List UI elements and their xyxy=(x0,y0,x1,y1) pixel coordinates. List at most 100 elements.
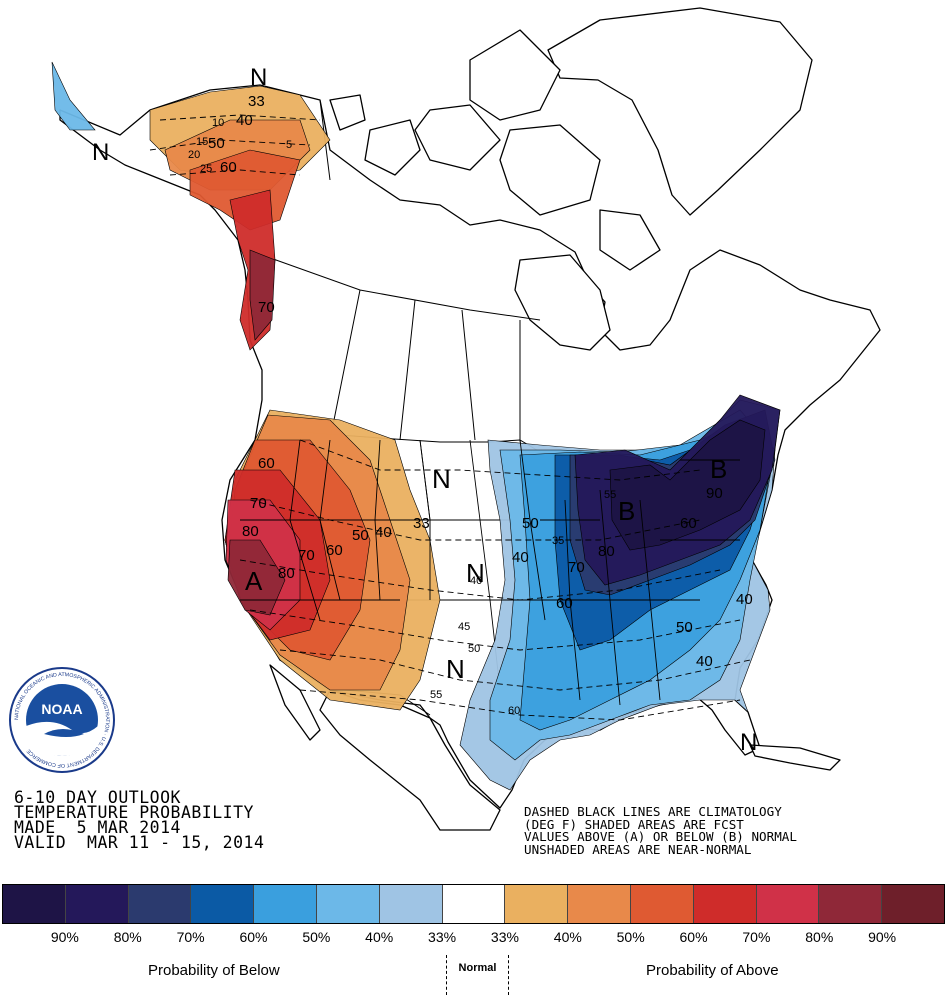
title-line: TEMPERATURE PROBABILITY xyxy=(14,803,254,822)
legend-swatch xyxy=(128,885,192,923)
legend-swatch xyxy=(630,885,694,923)
legend-percent-label: 40% xyxy=(365,929,394,945)
climatology-value: 5 xyxy=(286,139,292,151)
probability-label: 70 xyxy=(568,559,585,576)
mexico-outline xyxy=(319,689,501,831)
cuba-outline xyxy=(749,744,841,771)
climatology-line xyxy=(249,499,701,541)
climatology-value: 35 xyxy=(552,535,564,547)
map-notes: DASHED BLACK LINES ARE CLIMATOLOGY (DEG … xyxy=(524,804,797,856)
climatology-line xyxy=(149,139,311,151)
legend-swatch xyxy=(379,885,443,923)
legend-percent-label: 90% xyxy=(50,929,79,945)
legend-swatch xyxy=(505,885,569,923)
legend-swatch xyxy=(65,885,129,923)
legend-swatch xyxy=(442,885,506,923)
probability-label: 50 xyxy=(676,619,693,636)
note-line: VALUES ABOVE (A) OR BELOW (B) NORMAL xyxy=(524,829,797,844)
legend-percent-label: 40% xyxy=(553,929,582,945)
probability-label: 40 xyxy=(375,524,392,541)
legend-percent-label: 60% xyxy=(239,929,268,945)
climatology-value: 25 xyxy=(200,163,212,175)
climatology-line xyxy=(169,169,301,176)
climatology-line xyxy=(239,559,721,601)
probability-label: 70 xyxy=(298,547,315,564)
legend-swatch xyxy=(693,885,757,923)
climatology-values: 10 15 20 25 5 40 45 50 55 60 55 35 xyxy=(188,117,616,717)
hudson-bay-outline xyxy=(514,254,611,351)
logo-bird-wing-icon xyxy=(44,729,84,737)
probability-legend-bar xyxy=(2,884,945,924)
legend-percent-label: 60% xyxy=(679,929,708,945)
legend-swatch xyxy=(756,885,820,923)
normal-caption: Normal xyxy=(458,962,497,974)
arctic-island-outline xyxy=(414,104,501,171)
legend-percent-label: 80% xyxy=(805,929,834,945)
climatology-value: 10 xyxy=(212,117,224,129)
climatology-value: 40 xyxy=(470,575,482,587)
alaska-below-40 xyxy=(51,61,96,131)
category-labels: N N A N N N N B B xyxy=(92,64,757,756)
probability-label: 50 xyxy=(352,527,369,544)
note-line: (DEG F) SHADED AREAS ARE FCST xyxy=(524,816,744,832)
climatology-value: 50 xyxy=(468,643,480,655)
legend-swatch xyxy=(191,885,255,923)
noaa-logo: NOAA NATIONAL OCEANIC AND ATMOSPHERIC AD… xyxy=(9,667,115,773)
climatology-line xyxy=(249,609,741,651)
normal-label: N xyxy=(466,558,485,588)
title-line: MADE 5 MAR 2014 xyxy=(14,818,181,837)
probability-label: 60 xyxy=(556,595,573,612)
legend-swatch xyxy=(882,885,944,923)
climatology-value: 20 xyxy=(188,149,200,161)
normal-divider-left xyxy=(446,955,447,995)
west-above-90 xyxy=(227,539,286,616)
above-label: A xyxy=(245,566,263,596)
probability-labels: 60 70 80 80 70 60 50 40 33 50 40 60 70 8… xyxy=(208,93,753,670)
borders-overlay xyxy=(240,439,740,706)
climatology-value: 15 xyxy=(196,136,208,148)
normal-label: N xyxy=(432,464,451,494)
climatology-lines xyxy=(149,114,751,721)
probability-label: 50 xyxy=(522,515,539,532)
below-label: B xyxy=(618,496,635,526)
title-line: VALID MAR 11 - 15, 2014 xyxy=(14,833,265,852)
climatology-value: 55 xyxy=(604,489,616,501)
legend-percent-labels: 90% 80% 70% 60% 50% 40% 33% 33% 40% 50% 60% 70% 80% 9… xyxy=(0,929,946,947)
probability-label: 40 xyxy=(696,653,713,670)
legend-percent-label: 70% xyxy=(176,929,205,945)
greenland-outline xyxy=(547,7,813,216)
normal-divider-right xyxy=(508,955,509,995)
alaska-above-80 xyxy=(249,249,276,341)
climatology-line xyxy=(299,689,741,721)
legend-percent-label: 50% xyxy=(302,929,331,945)
normal-label: N xyxy=(92,139,109,166)
arctic-island-outline xyxy=(364,119,421,176)
probability-label: 40 xyxy=(736,591,753,608)
legend-percent-label: 33% xyxy=(490,929,519,945)
below-caption: Probability of Below xyxy=(148,962,280,979)
legend-percent-label: 50% xyxy=(616,929,645,945)
probability-label: 90 xyxy=(706,485,723,502)
note-line: DASHED BLACK LINES ARE CLIMATOLOGY xyxy=(524,804,782,819)
us-state-borders-overlay xyxy=(240,439,740,706)
legend-percent-label: 90% xyxy=(868,929,897,945)
logo-bird-icon xyxy=(26,721,98,756)
outlook-map: N N A N N N N B B 60 70 80 80 70 60 50 4… xyxy=(9,7,881,831)
title-line: 6-10 DAY OUTLOOK xyxy=(14,788,181,807)
climatology-value: 60 xyxy=(508,705,520,717)
probability-label: 40 xyxy=(512,549,529,566)
logo-text: NOAA xyxy=(41,701,82,717)
probability-label: 60 xyxy=(326,542,343,559)
east-below-90 xyxy=(609,419,766,551)
below-label: B xyxy=(710,454,727,484)
arctic-island-outline xyxy=(329,94,366,131)
arctic-island-outline xyxy=(469,29,561,121)
baja-outline xyxy=(269,664,321,741)
legend-swatch xyxy=(3,885,66,923)
probability-label: 60 xyxy=(680,515,697,532)
probability-label: 80 xyxy=(242,523,259,540)
normal-label: N xyxy=(740,729,757,756)
climatology-value: 55 xyxy=(430,689,442,701)
probability-label: 60 xyxy=(258,455,275,472)
legend-swatch xyxy=(316,885,380,923)
